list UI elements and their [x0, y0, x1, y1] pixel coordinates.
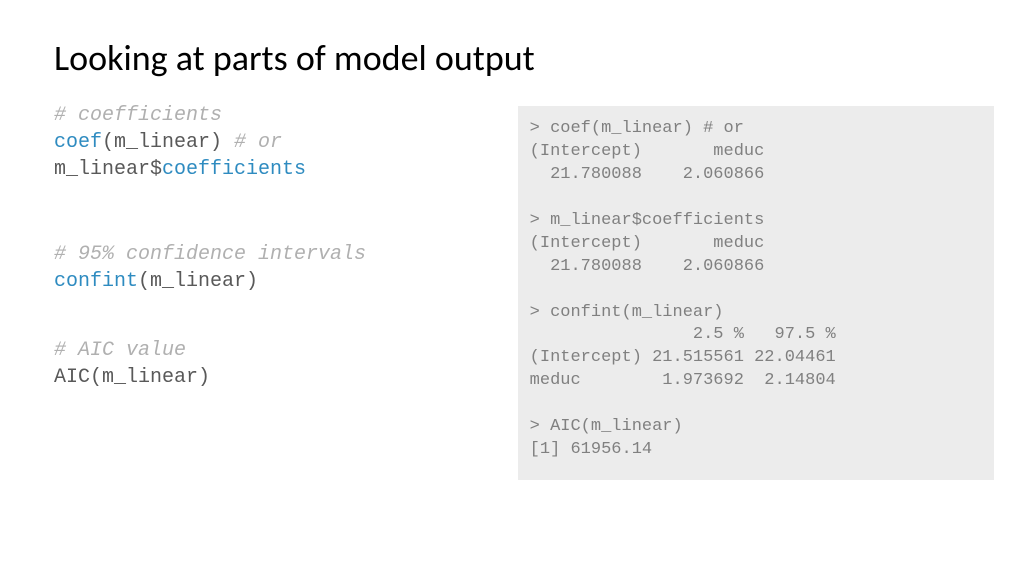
code-text: (m_linear)	[102, 131, 222, 154]
page-title: Looking at parts of model output	[54, 36, 970, 80]
code-keyword-coefficients: coefficients	[162, 158, 306, 181]
code-keyword-confint: confint	[54, 270, 138, 293]
content-columns: # coefficients coef(m_linear) # or m_lin…	[54, 102, 970, 480]
code-comment-or: # or	[222, 131, 282, 154]
spacer	[54, 295, 494, 337]
code-text: AIC(m_linear)	[54, 366, 210, 389]
console-output: > coef(m_linear) # or (Intercept) meduc …	[518, 106, 994, 480]
code-block: # coefficients coef(m_linear) # or m_lin…	[54, 102, 494, 391]
code-comment-1: # coefficients	[54, 104, 222, 127]
slide: Looking at parts of model output # coeff…	[0, 0, 1024, 576]
code-column: # coefficients coef(m_linear) # or m_lin…	[54, 102, 494, 480]
spacer	[54, 183, 494, 241]
code-comment-2: # 95% confidence intervals	[54, 243, 366, 266]
code-text: (m_linear)	[138, 270, 258, 293]
code-comment-3: # AIC value	[54, 339, 186, 362]
output-column: > coef(m_linear) # or (Intercept) meduc …	[518, 102, 994, 480]
code-text: m_linear$	[54, 158, 162, 181]
code-keyword-coef: coef	[54, 131, 102, 154]
